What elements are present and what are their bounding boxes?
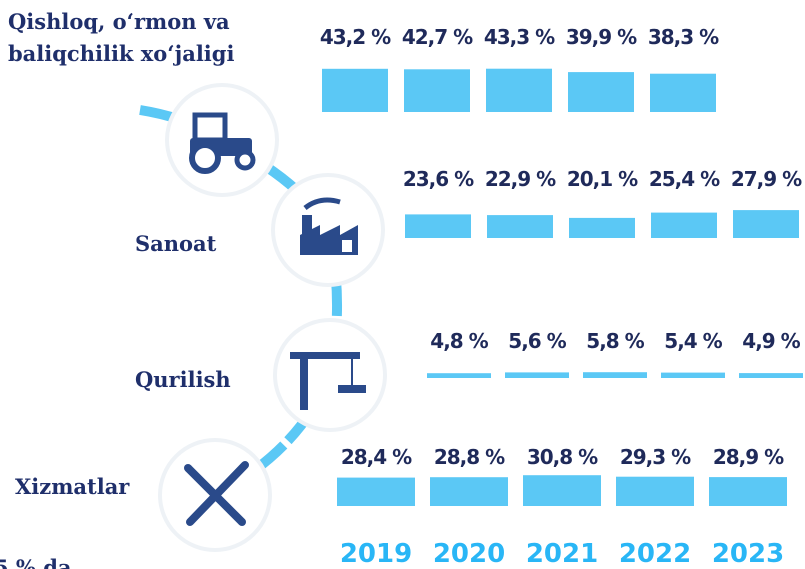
sector-label: Sanoat (135, 231, 217, 256)
value-label: 4,9 % (742, 329, 800, 353)
value-label: 38,3 % (648, 25, 719, 49)
bar (322, 68, 388, 112)
value-label: 28,4 % (341, 445, 412, 469)
bar (505, 372, 569, 378)
bar (661, 372, 725, 378)
bar (569, 217, 635, 238)
bar (430, 477, 508, 506)
value-label: 43,3 % (484, 25, 555, 49)
bar (651, 212, 717, 238)
year-label: 2020 (433, 539, 505, 569)
icon-tractor (165, 83, 279, 197)
value-label: 5,4 % (664, 329, 722, 353)
icon-crane (273, 318, 387, 432)
year-label: 2021 (526, 539, 598, 569)
footnote: 5 % da (0, 555, 72, 569)
value-label: 25,4 % (649, 167, 720, 191)
value-label: 22,9 % (485, 167, 556, 191)
bar (404, 69, 470, 112)
bar (337, 477, 415, 506)
value-label: 39,9 % (566, 25, 637, 49)
value-label: 20,1 % (567, 167, 638, 191)
bar (487, 215, 553, 238)
bar (523, 475, 601, 506)
bar (709, 477, 787, 506)
value-label: 23,6 % (403, 167, 474, 191)
bar (568, 72, 634, 112)
year-label: 2019 (340, 539, 412, 569)
value-label: 43,2 % (320, 25, 391, 49)
bar (583, 372, 647, 378)
icon-tools (158, 438, 272, 552)
sector-label: Xizmatlar (15, 474, 130, 499)
icon-factory (271, 173, 385, 287)
sector-label: Qishloq, o‘rmon va baliqchilik xo‘jaligi (8, 9, 235, 66)
sector-label: Qurilish (135, 367, 231, 392)
bar (739, 373, 803, 378)
value-label: 28,8 % (434, 445, 505, 469)
value-label: 5,6 % (508, 329, 566, 353)
value-label: 5,8 % (586, 329, 644, 353)
value-label: 27,9 % (731, 167, 802, 191)
bar (486, 68, 552, 112)
value-label: 30,8 % (527, 445, 598, 469)
bar (616, 476, 694, 506)
bar (650, 73, 716, 112)
bar (427, 373, 491, 378)
value-label: 28,9 % (713, 445, 784, 469)
bar (733, 210, 799, 238)
value-label: 42,7 % (402, 25, 473, 49)
value-label: 29,3 % (620, 445, 691, 469)
year-label: 2022 (619, 539, 691, 569)
year-label: 2023 (712, 539, 784, 569)
value-label: 4,8 % (430, 329, 488, 353)
bar (405, 214, 471, 238)
